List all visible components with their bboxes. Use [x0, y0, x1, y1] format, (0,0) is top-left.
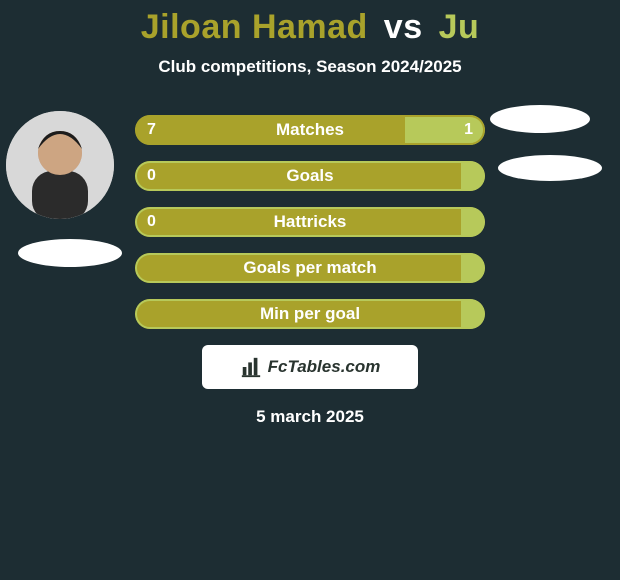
avatar-placeholder-icon [6, 111, 114, 219]
stat-bar-row: Goals per match [135, 253, 485, 283]
stat-bar-row: 71Matches [135, 115, 485, 145]
stat-bar-row: Min per goal [135, 299, 485, 329]
logo-text: FcTables.com [268, 357, 381, 377]
player2-name: Ju [439, 8, 480, 46]
subtitle: Club competitions, Season 2024/2025 [0, 57, 620, 77]
player1-avatar [6, 111, 114, 219]
stat-bar-left-seg: 7 [135, 115, 405, 145]
stat-bar-row: 0Goals [135, 161, 485, 191]
bar-chart-icon [240, 356, 262, 378]
stat-bar-right-seg [461, 253, 485, 283]
player1-name: Jiloan Hamad [141, 8, 368, 46]
stat-bar-right-seg: 1 [405, 115, 486, 145]
stat-bar-row: 0Hattricks [135, 207, 485, 237]
decorative-ellipse-r1 [490, 105, 590, 133]
stat-bar-left-seg [135, 253, 461, 283]
stat-bar-right-seg [461, 299, 485, 329]
title: Jiloan Hamad vs Ju [0, 0, 620, 47]
comparison-infographic: Jiloan Hamad vs Ju Club competitions, Se… [0, 0, 620, 580]
content-area: 71Matches 0Goals 0Hattricks Goals per match… [0, 115, 620, 427]
stat-bar-left-seg: 0 [135, 161, 461, 191]
stat-bar-left-seg: 0 [135, 207, 461, 237]
decorative-ellipse-left [18, 239, 122, 267]
title-vs: vs [384, 8, 423, 46]
decorative-ellipse-r2 [498, 155, 602, 181]
stat-bars: 71Matches 0Goals 0Hattricks Goals per match… [135, 115, 485, 329]
logo-box: FcTables.com [202, 345, 418, 389]
stat-bar-right-seg [461, 161, 485, 191]
date: 5 march 2025 [0, 407, 620, 427]
stat-bar-left-seg [135, 299, 461, 329]
stat-bar-right-seg [461, 207, 485, 237]
